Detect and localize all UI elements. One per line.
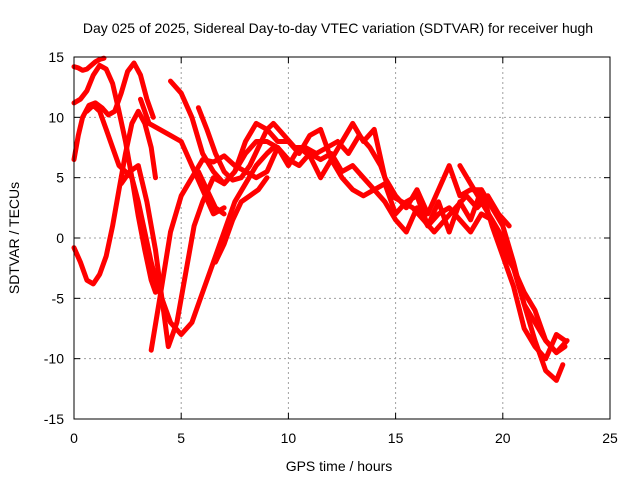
y-tick-label: -15	[44, 411, 64, 427]
x-axis-label: GPS time / hours	[286, 458, 393, 474]
series-line-track-2	[71, 62, 158, 295]
y-tick-label: -5	[52, 290, 65, 306]
data-series	[71, 55, 570, 383]
series-line-track-13	[457, 163, 570, 356]
series-line-track-6	[138, 96, 227, 217]
series-line-track-12	[195, 169, 227, 217]
x-tick-label: 15	[388, 430, 404, 446]
x-tick-label: 5	[177, 430, 185, 446]
series-line-track-9	[168, 78, 568, 356]
series-line-track-4	[71, 108, 158, 287]
x-tick-label: 20	[495, 430, 511, 446]
series-line-track-11	[213, 175, 270, 265]
y-tick-label: 15	[48, 49, 64, 65]
y-axis-label: SDTVAR / TECUs	[6, 182, 22, 294]
series-line-track-10	[195, 105, 512, 235]
y-tick-label: -10	[44, 351, 64, 367]
chart-title: Day 025 of 2025, Sidereal Day-to-day VTE…	[83, 20, 593, 36]
plot-frame	[73, 56, 611, 420]
y-tick-label: 0	[56, 230, 64, 246]
x-tick-label: 0	[70, 430, 78, 446]
series-line-track-3	[71, 60, 156, 163]
x-tick-label: 25	[602, 430, 618, 446]
grid-lines	[74, 57, 610, 419]
x-tick-label: 10	[281, 430, 297, 446]
x-tick-labels: 0 5 10 15 20 25	[70, 430, 618, 446]
series-line-track-1	[71, 55, 107, 73]
y-tick-label: 10	[48, 109, 64, 125]
y-tick-label: 5	[56, 170, 64, 186]
y-tick-labels: -15 -10 -5 0 5 10 15	[44, 49, 64, 427]
